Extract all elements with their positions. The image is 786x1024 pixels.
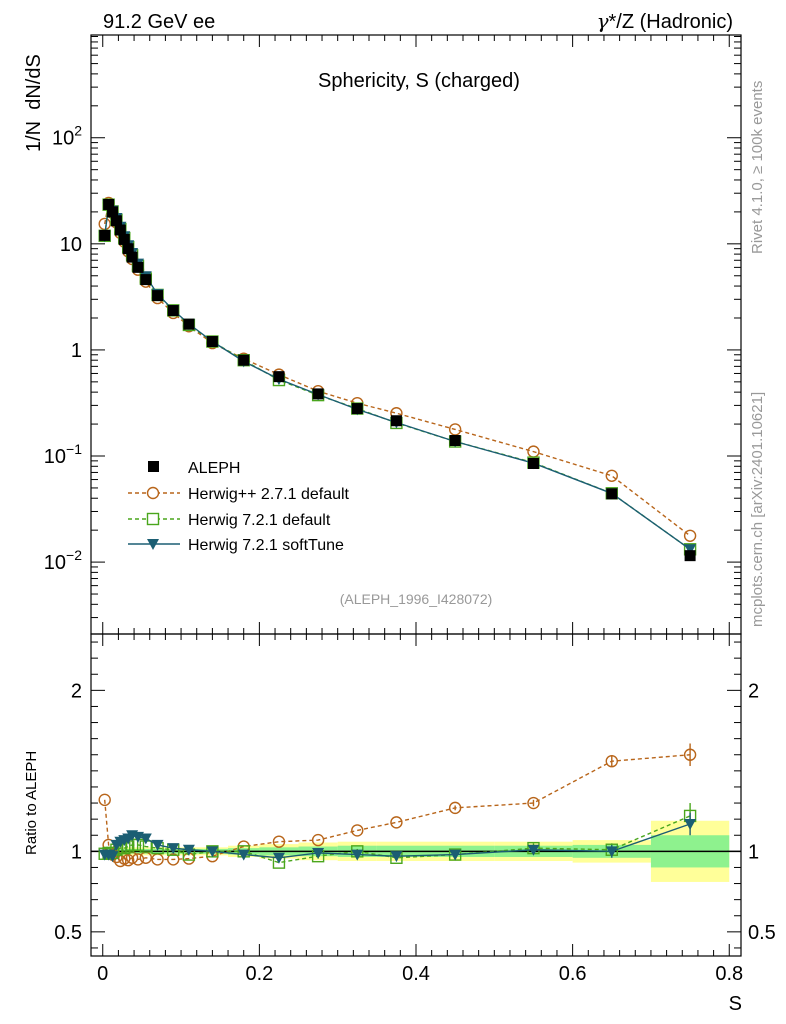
point-aleph [140, 274, 152, 286]
point-herwig-2-7-1-default [448, 423, 462, 436]
point-aleph [103, 198, 115, 210]
point-aleph [390, 415, 402, 427]
point-aleph [527, 457, 539, 469]
point-aleph [273, 371, 285, 383]
ratio-point-herwig-2-7-1-default [527, 796, 540, 810]
y-axis-label-main: 1/N dN/dS [23, 54, 45, 152]
ratio-tick-right-2: 2 [748, 680, 759, 702]
ratio-tick-left-1: 1 [71, 841, 82, 863]
point-aleph [351, 403, 363, 415]
process-label-rest: */Z (Hadronic) [609, 11, 733, 33]
y-tick-label-1e-2: 10−2 [44, 547, 82, 574]
ratio-tick-left-0.5: 0.5 [54, 922, 82, 944]
y-tick-label-1e-1: 10−1 [44, 441, 82, 468]
y-tick-labels-ratio: 0.5 1 2 0.5 1 2 [54, 680, 776, 944]
ratio-point-herwig-2-7-1-default [390, 816, 403, 829]
ratio-point-herwig-7-2-1-softtune [237, 849, 250, 861]
axis-ticks [91, 35, 741, 956]
ratio-point-herwig-7-2-1-softtune [272, 852, 285, 864]
ratio-point-herwig-7-2-1-softtune [151, 839, 164, 851]
point-aleph [114, 224, 126, 236]
ratio-tick-right-0.5: 0.5 [748, 922, 776, 944]
main-series [98, 196, 697, 562]
ratio-point-herwig-7-2-1-softtune [527, 844, 540, 856]
x-tick-label-0.2: 0.2 [245, 963, 273, 985]
analysis-id: (ALEPH_1996_I428072) [340, 591, 493, 607]
legend-marker-aleph [148, 461, 159, 472]
ratio-point-herwig-7-2-1-softtune [182, 844, 195, 856]
ratio-point-herwig-2-7-1-default [131, 853, 145, 866]
x-tick-labels: 0 0.2 0.4 0.6 0.8 [97, 963, 743, 985]
point-aleph [183, 318, 195, 330]
ratio-point-herwig-7-2-1-softtune [390, 851, 403, 863]
rivet-version-label: Rivet 4.1.0, ≥ 100k events [749, 81, 766, 254]
legend-marker-herwig7-default [146, 512, 160, 526]
y-tick-label-10: 10 [60, 234, 82, 256]
gamma-symbol: γ [597, 9, 609, 33]
ratio-point-herwig-7-2-1-softtune [312, 847, 325, 859]
y-tick-labels-main: 10−2 10−1 1 10 102 [44, 123, 82, 574]
ratio-point-herwig-7-2-1-softtune [106, 851, 119, 863]
point-aleph [167, 305, 179, 317]
point-aleph [110, 215, 122, 227]
point-aleph [238, 354, 250, 366]
ratio-point-herwig-7-2-1-softtune [684, 818, 697, 830]
point-aleph [126, 251, 138, 263]
point-herwig-7-2-1-softtune [684, 544, 697, 556]
legend-label-herwigpp: Herwig++ 2.7.1 default [188, 486, 350, 503]
ratio-point-herwig-2-7-1-default [311, 833, 325, 847]
x-tick-label-0.6: 0.6 [559, 963, 587, 985]
point-herwig-2-7-1-default [683, 529, 697, 542]
process-label: γ*/Z (Hadronic) [597, 9, 733, 33]
point-aleph [152, 290, 164, 302]
x-axis-label: S [729, 993, 742, 1015]
x-tick-label-0: 0 [97, 963, 108, 985]
legend-label-herwig7-softtune: Herwig 7.2.1 softTune [188, 537, 344, 554]
point-aleph [122, 243, 134, 255]
ratio-tick-left-2: 2 [71, 680, 82, 702]
mcplots-reference-label: mcplots.cern.ch [arXiv:2401.10621] [749, 392, 766, 627]
ratio-tick-right-1: 1 [748, 841, 759, 863]
point-aleph [449, 435, 461, 447]
ratio-point-herwig-2-7-1-default [351, 824, 364, 837]
energy-label: 91.2 GeV ee [103, 11, 215, 33]
x-tick-label-0.8: 0.8 [715, 963, 743, 985]
point-aleph [312, 388, 324, 400]
ratio-point-herwig-7-2-1-softtune [351, 849, 364, 861]
y-axis-label-ratio: Ratio to ALEPH [23, 751, 40, 855]
point-aleph [132, 261, 144, 273]
point-herwig-2-7-1-default [605, 469, 618, 482]
ratio-point-herwig-2-7-1-default [605, 754, 618, 768]
plot-title: Sphericity, S (charged) [318, 70, 520, 92]
point-aleph [107, 206, 119, 218]
legend-marker-herwig7-softtune [147, 539, 159, 550]
legend: ALEPH Herwig++ 2.7.1 default Herwig 7.2.… [128, 460, 350, 554]
ratio-point-herwig-7-2-1-softtune [449, 849, 462, 861]
point-aleph [118, 233, 130, 245]
legend-label-herwig7-default: Herwig 7.2.1 default [188, 512, 331, 529]
ratio-point-herwig-7-2-1-softtune [206, 846, 219, 858]
ratio-point-herwig-2-7-1-default [448, 801, 462, 815]
ratio-point-herwig-7-2-1-softtune [139, 833, 152, 845]
y-tick-label-1: 1 [71, 340, 82, 362]
ratio-series [98, 743, 697, 869]
ratio-point-herwig-2-7-1-default [683, 748, 697, 761]
ratio-point-herwig-2-7-1-default [98, 793, 111, 807]
legend-label-aleph: ALEPH [188, 460, 240, 477]
ratio-point-herwig-7-2-1-softtune [605, 846, 618, 858]
point-herwig-2-7-1-default [98, 217, 111, 231]
ratio-point-herwig-2-7-1-default [272, 835, 286, 848]
point-aleph [206, 336, 218, 348]
x-tick-label-0.4: 0.4 [402, 963, 430, 985]
point-aleph [606, 488, 618, 500]
y-tick-label-1e2: 102 [52, 123, 82, 150]
ratio-point-herwig-7-2-1-softtune [167, 843, 180, 855]
point-aleph [684, 550, 696, 562]
point-aleph [99, 229, 111, 241]
legend-marker-herwigpp [146, 486, 160, 500]
